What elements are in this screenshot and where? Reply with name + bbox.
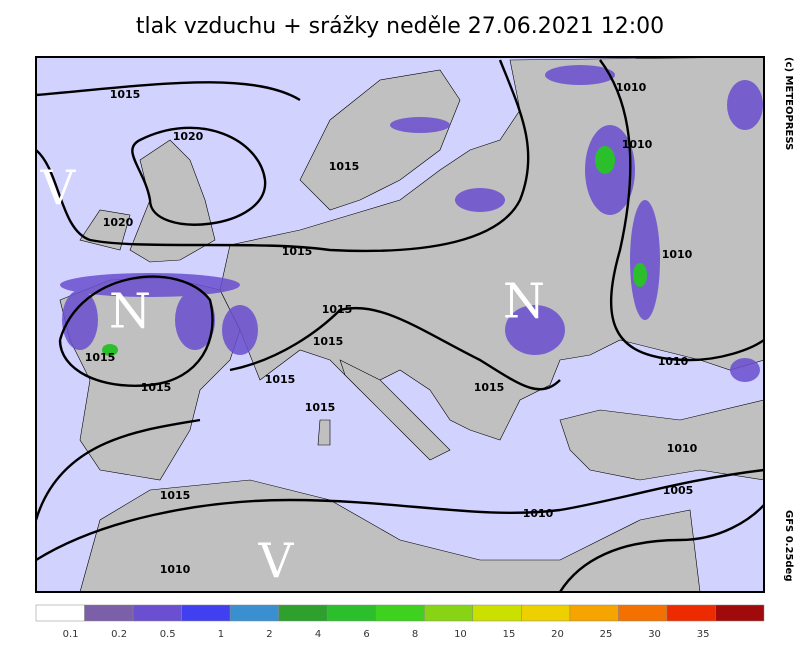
legend-tick-label: 35 bbox=[697, 629, 710, 640]
legend-swatch bbox=[278, 604, 328, 622]
isobar-label: 1015 bbox=[322, 303, 353, 316]
pressure-center: V bbox=[40, 161, 77, 217]
isobar-label: 1015 bbox=[474, 381, 505, 394]
legend-swatch bbox=[84, 604, 134, 622]
legend-tick-label: 25 bbox=[600, 629, 613, 640]
copyright: (c) METEOPRESS bbox=[783, 57, 794, 150]
isobar-label: 1015 bbox=[329, 160, 360, 173]
legend-swatch bbox=[424, 604, 474, 622]
legend-swatch bbox=[326, 604, 376, 622]
isobar-label: 1010 bbox=[523, 507, 554, 520]
legend-tick-label: 2 bbox=[266, 629, 272, 640]
map: 1015 1020 1015 1010 1010 1020 1015 1010 1015 1015… bbox=[36, 57, 764, 592]
legend-tick-label: 15 bbox=[503, 629, 516, 640]
isobar-label: 1015 bbox=[110, 88, 141, 101]
map-frame bbox=[35, 56, 765, 593]
legend-tick-label: 8 bbox=[412, 629, 418, 640]
legend-tick-label: 0.1 bbox=[63, 629, 79, 640]
legend-swatch bbox=[229, 604, 279, 622]
isobar-label: 1015 bbox=[265, 373, 296, 386]
legend-swatch bbox=[375, 604, 425, 622]
isobar-label: 1015 bbox=[282, 245, 313, 258]
isobar-label: 1015 bbox=[85, 351, 116, 364]
legend-swatch bbox=[521, 604, 571, 622]
legend-tick-label: 1 bbox=[218, 629, 224, 640]
isobar-label: 1010 bbox=[658, 355, 689, 368]
isobar-label: 1010 bbox=[616, 81, 647, 94]
isobar-label: 1020 bbox=[173, 130, 204, 143]
title: tlak vzduchu + srážky neděle 27.06.2021 … bbox=[136, 14, 664, 39]
legend-swatch bbox=[35, 604, 85, 622]
legend-tick-label: 10 bbox=[454, 629, 467, 640]
legend-swatch bbox=[618, 604, 668, 622]
legend-tick-label: 0.5 bbox=[160, 629, 176, 640]
isobar-label: 1005 bbox=[663, 484, 694, 497]
isobar-label: 1010 bbox=[160, 563, 191, 576]
pressure-center: N bbox=[109, 284, 151, 340]
isobar-label: 1015 bbox=[141, 381, 172, 394]
isobar-label: 1015 bbox=[160, 489, 191, 502]
legend-tick-label: 4 bbox=[315, 629, 321, 640]
legend-swatch bbox=[666, 604, 716, 622]
isobar-label: 1010 bbox=[622, 138, 653, 151]
legend-tick-label: 0.2 bbox=[111, 629, 127, 640]
legend-swatch bbox=[181, 604, 231, 622]
legend-swatch bbox=[715, 604, 765, 622]
legend-tick-label: 20 bbox=[551, 629, 564, 640]
pressure-center: V bbox=[258, 534, 295, 590]
legend-swatch bbox=[472, 604, 522, 622]
model-label: GFS 0.25deg bbox=[783, 510, 794, 582]
isobar-label: 1015 bbox=[305, 401, 336, 414]
isobar-label: 1015 bbox=[313, 335, 344, 348]
pressure-center: N bbox=[503, 274, 545, 330]
legend-tick-label: 30 bbox=[648, 629, 661, 640]
legend: 0.1 0.2 0.5 1 2 4 6 8 10 15 20 25 30 35 bbox=[35, 604, 765, 640]
isobar-label: 1010 bbox=[667, 442, 698, 455]
isobar-label: 1010 bbox=[662, 248, 693, 261]
legend-swatch bbox=[132, 604, 182, 622]
isobar-label: 1020 bbox=[103, 216, 134, 229]
legend-tick-label: 6 bbox=[363, 629, 369, 640]
legend-swatch bbox=[569, 604, 619, 622]
